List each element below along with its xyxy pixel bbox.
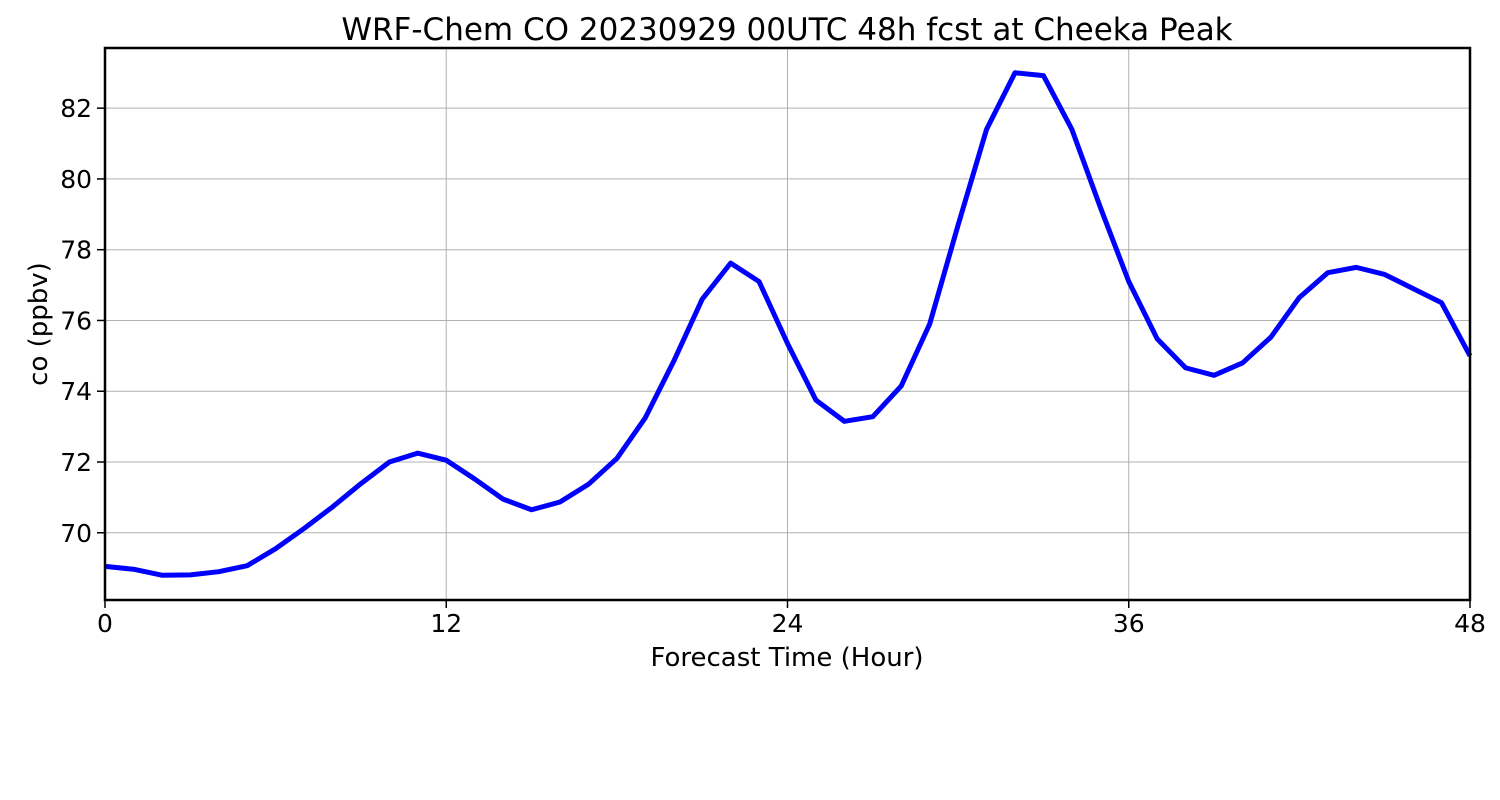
y-axis-label: co (ppbv): [24, 262, 54, 386]
y-tick-label: 78: [60, 236, 92, 265]
y-tick-label: 72: [60, 448, 92, 477]
x-axis-label: Forecast Time (Hour): [650, 643, 923, 673]
x-tick-label: 12: [430, 609, 462, 638]
x-tick-label: 36: [1113, 609, 1145, 638]
y-tick-label: 70: [60, 519, 92, 548]
y-tick-label: 82: [60, 94, 92, 123]
x-tick-label: 48: [1454, 609, 1486, 638]
x-tick-label: 0: [97, 609, 113, 638]
y-tick-label: 76: [60, 306, 92, 335]
x-axis-ticks: 0 12 24 36 48: [97, 600, 1486, 638]
x-tick-label: 24: [772, 609, 804, 638]
y-axis-ticks: 70 72 74 76 78 80 82: [60, 94, 105, 548]
series-layer: [104, 70, 1473, 578]
y-tick-label: 74: [60, 377, 92, 406]
chart-title: WRF-Chem CO 20230929 00UTC 48h fcst at C…: [341, 12, 1232, 48]
y-tick-label: 80: [60, 165, 92, 194]
